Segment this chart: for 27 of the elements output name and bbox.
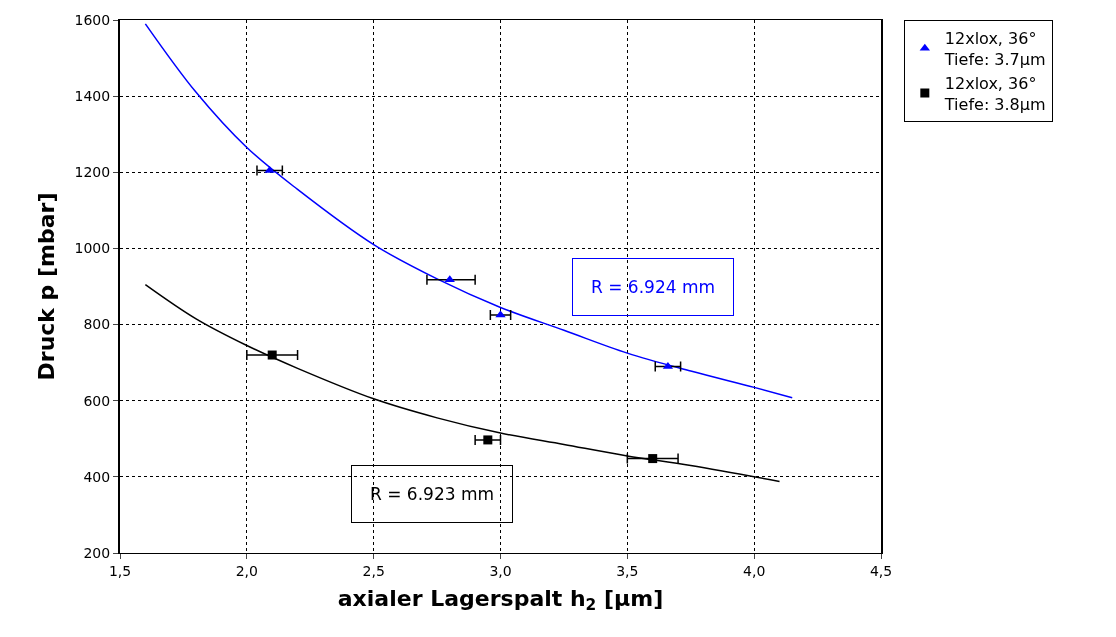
y-tick-label: 1200 <box>74 164 111 181</box>
y-tick-label: 1400 <box>74 88 111 105</box>
x-axis-title: axialer Lagerspalt h$_{2}$ [µm] <box>337 585 664 615</box>
point <box>267 350 277 360</box>
legend-label: 12xlox, 36° Tiefe: 3.7µm <box>943 29 1046 69</box>
point <box>648 454 658 464</box>
y-tick-label: 600 <box>83 392 111 409</box>
annotation: R = 6.924 mm <box>591 277 716 297</box>
x-tick-label: 3,0 <box>489 562 512 579</box>
line-series <box>144 23 793 399</box>
point <box>495 310 506 318</box>
y-axis-title: Druck p [mbar] <box>33 192 59 381</box>
x-tick-label: 1,5 <box>108 562 132 579</box>
x-tick-label: 2,0 <box>235 562 258 579</box>
annotation: R = 6.923 mm <box>370 484 495 504</box>
y-tick-label: 1000 <box>74 240 111 257</box>
y-tick-label: 1600 <box>74 11 111 28</box>
x-tick-label: 4,0 <box>743 562 766 579</box>
y-tick-label: 200 <box>83 544 111 561</box>
point <box>483 435 493 445</box>
y-tick-label: 400 <box>83 468 111 485</box>
x-tick-label: 4,5 <box>869 562 893 579</box>
x-tick-label: 3,5 <box>616 562 639 579</box>
legend-label: 12xlox, 36° Tiefe: 3.8µm <box>943 73 1046 114</box>
x-tick-label: 2,5 <box>362 562 385 579</box>
y-tick-label: 800 <box>83 316 111 333</box>
point <box>264 165 275 173</box>
